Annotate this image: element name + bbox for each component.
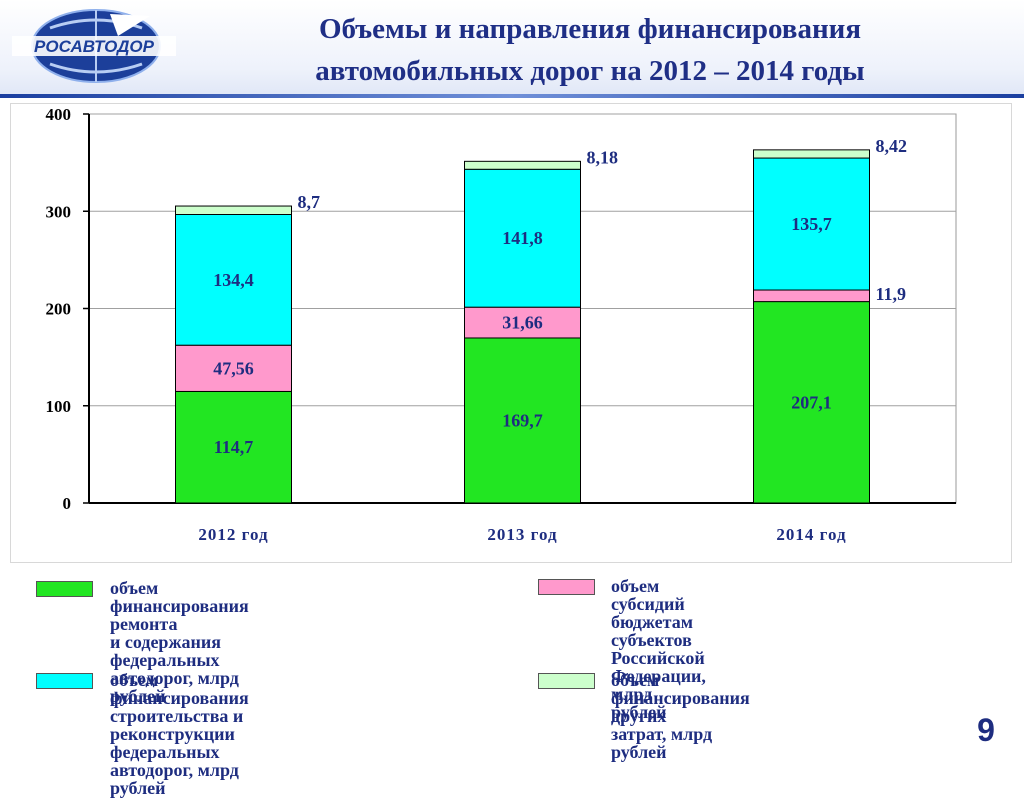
bar-repair-1 [175,390,292,504]
bar-construction-3 [753,157,870,291]
y-tick-label: 300 [46,202,72,221]
data-label-construction-3: 135,7 [791,214,832,234]
x-tick-label: 2014 год [776,525,846,544]
title-line-1: Объемы и направления финансирования [318,13,862,45]
data-label-other-2: 8,18 [587,147,619,167]
x-tick-label: 2012 год [198,525,268,544]
rosavtodor-logo: РОСАВТОДОР [12,9,176,83]
title-line-2: автомобильных дорог на 2012 – 2014 годы [315,55,865,87]
y-tick-label: 100 [46,397,72,416]
x-tick-label: 2013 год [487,525,557,544]
legend-swatch-subsidies [538,579,595,595]
y-tick-label: 0 [63,494,72,513]
logo-text: РОСАВТОДОР [34,37,155,56]
bar-construction-1 [175,213,292,346]
data-label-other-3: 8,42 [876,136,908,156]
page-title: Объемы и направления финансирования авто… [190,8,990,92]
bar-other-2 [464,160,581,170]
stacked-bar-chart: 0 100 200 300 400 114,7 47,56 134,4 8,7 2012 год 1… [46,105,957,544]
data-label-construction-1: 134,4 [213,270,254,290]
y-tick-label: 400 [46,105,72,124]
bar-repair-3 [753,301,870,504]
page-number: 9 [977,712,995,748]
chart-frame: 0 100 200 300 400 114,7 47,56 134,4 8,7 2012 год 1… [10,103,1012,563]
bar-repair-2 [464,337,581,504]
data-label-repair-2: 169,7 [502,410,543,430]
bar-construction-2 [464,168,581,308]
bar-subsidies-3 [753,289,870,303]
header-divider [0,94,1024,98]
y-tick-label: 200 [46,300,72,319]
legend-label-construction: объем финансирования строительства и рек… [110,670,249,798]
bar-other-1 [175,205,292,215]
legend-swatch-construction [36,673,93,689]
bar-subsidies-2 [464,306,581,339]
legend-label-repair: объем финансирования ремонта и содержани… [110,578,249,706]
header: РОСАВТОДОР Объемы и направления финансир… [0,0,1024,98]
bar-other-3 [753,149,870,159]
data-label-construction-2: 141,8 [502,228,543,248]
legend-swatch-other [538,673,595,689]
data-label-repair-1: 114,7 [214,437,254,457]
legend-label-subsidies: объем субсидий бюджетам субъектов Россий… [611,576,706,722]
data-label-subsidies-2: 31,66 [502,313,543,333]
bar-subsidies-1 [175,344,292,392]
data-label-subsidies-1: 47,56 [213,358,254,378]
legend-swatch-repair [36,581,93,597]
legend-label-other: объем финансирования других затрат, млрд… [611,670,750,762]
data-label-other-1: 8,7 [298,192,321,212]
data-label-repair-3: 207,1 [791,392,832,412]
data-label-subsidies-3: 11,9 [876,284,907,304]
